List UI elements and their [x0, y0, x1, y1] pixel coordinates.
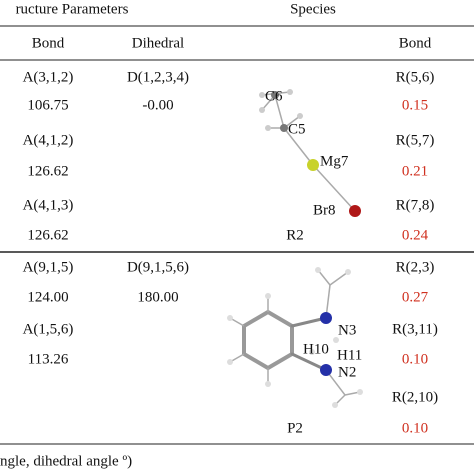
table-cell: 180.00 — [137, 289, 178, 305]
column-header: Dihedral — [132, 35, 184, 51]
molecule-r2 — [259, 89, 361, 217]
table-cell: D(9,1,5,6) — [127, 259, 189, 275]
species-name: P2 — [287, 420, 303, 436]
table-cell: R(2,3) — [396, 259, 435, 275]
column-header: Bond — [32, 35, 65, 51]
molecule-p2 — [227, 267, 363, 408]
species-name: R2 — [286, 227, 304, 243]
table-cell: R(2,10) — [392, 389, 438, 405]
atom-label: N3 — [338, 322, 356, 338]
atom-label: H11 — [337, 347, 362, 363]
atom-label: C5 — [288, 121, 306, 137]
table-cell: 113.26 — [28, 351, 69, 367]
table-cell: R(3,11) — [392, 321, 438, 337]
table-cell: A(9,1,5) — [23, 259, 74, 275]
table-cell: 0.27 — [402, 289, 429, 305]
table-cell: 0.21 — [402, 163, 428, 179]
table-cell: 126.62 — [27, 227, 68, 243]
group-header: Species — [290, 1, 336, 17]
table-cell: 0.15 — [402, 97, 428, 113]
table-cell: R(5,7) — [396, 132, 435, 148]
table-cell: R(7,8) — [396, 197, 435, 213]
table-cell: A(3,1,2) — [23, 69, 74, 85]
table-cell: 106.75 — [27, 97, 68, 113]
table-cell: 126.62 — [27, 163, 68, 179]
footnote: ngle, dihedral angle º) — [0, 453, 132, 469]
table-cell: 0.10 — [402, 420, 428, 436]
group-header: ructure Parameters — [16, 1, 129, 17]
table-cell: 0.10 — [402, 351, 428, 367]
atom-label: C6 — [265, 88, 283, 104]
table-cell: A(4,1,3) — [23, 197, 74, 213]
atom-label: H10 — [303, 341, 329, 357]
table-cell: A(4,1,2) — [23, 132, 74, 148]
atom-label: Mg7 — [320, 153, 349, 169]
column-header: Bond — [399, 35, 432, 51]
atom-label: N2 — [338, 364, 356, 380]
table-cell: 0.24 — [402, 227, 429, 243]
atom-label: Br8 — [313, 202, 336, 218]
table-cell: R(5,6) — [396, 69, 435, 85]
table-cell: -0.00 — [142, 97, 173, 113]
table-cell: A(1,5,6) — [23, 321, 74, 337]
table-cell: 124.00 — [27, 289, 68, 305]
table-cell: D(1,2,3,4) — [127, 69, 189, 85]
